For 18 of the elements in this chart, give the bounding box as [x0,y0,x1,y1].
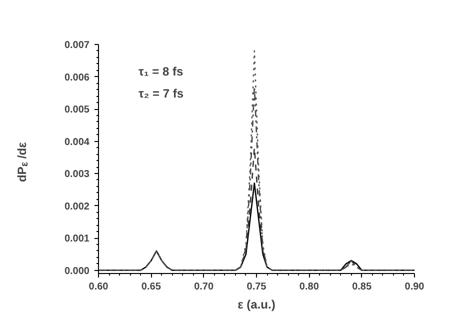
y-tick-label: 0.002 [64,201,90,212]
y-tick-label: 0.003 [64,169,90,180]
y-tick-label: 0.004 [64,136,90,148]
y-tick-label: 0.001 [64,234,90,245]
annotation: τ₁ = 8 fs [138,64,184,78]
x-tick-label: 0.90 [404,282,425,292]
x-tick-label: 0.60 [88,282,109,292]
annotation: τ₂ = 7 fs [138,86,184,100]
x-axis-title: ε (a.u.) [238,298,276,312]
x-tick-label: 0.65 [141,282,162,292]
x-tick-label: 0.80 [299,282,320,292]
x-tick-label: 0.70 [194,282,214,292]
y-tick-label: 0.005 [64,104,90,116]
y-tick-label: 0.006 [64,72,90,84]
y-tick-label: 0.000 [64,266,90,277]
y-tick-label: 0.007 [64,40,90,51]
x-tick-label: 0.85 [352,282,372,292]
x-tick-label: 0.75 [246,282,267,292]
